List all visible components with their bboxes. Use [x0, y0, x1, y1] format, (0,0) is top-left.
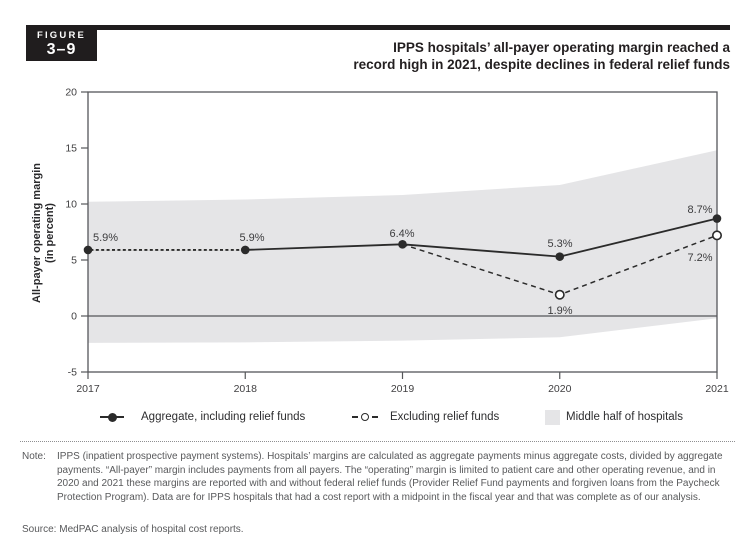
point-label: 5.9% — [239, 232, 264, 244]
x-tick-label: 2019 — [391, 383, 415, 395]
legend-label-excluding: Excluding relief funds — [390, 411, 500, 423]
note-label: Note: — [22, 451, 46, 462]
y-tick-label: 10 — [65, 199, 77, 211]
dash-icon — [352, 416, 358, 418]
x-tick-label: 2017 — [76, 383, 100, 395]
dash-icon — [372, 416, 378, 418]
figure-note: Note: IPPS (inpatient prospective paymen… — [22, 450, 734, 504]
header-rule — [97, 25, 730, 30]
point-label: 7.2% — [687, 252, 712, 264]
chart-legend: Aggregate, including relief funds Exclud… — [0, 408, 754, 426]
figure-source: Source: MedPAC analysis of hospital cost… — [22, 524, 244, 535]
solid-line-filled-circle-marker — [100, 412, 124, 422]
point-label: 1.9% — [547, 305, 572, 317]
legend-item-middle-half: Middle half of hospitals — [545, 408, 683, 426]
point-label: 8.7% — [687, 204, 712, 216]
y-axis-label-line2: (in percent) — [44, 203, 56, 263]
legend-item-aggregate: Aggregate, including relief funds — [100, 408, 305, 426]
aggregate-point — [83, 245, 93, 255]
figure-badge-label: FIGURE — [36, 30, 87, 41]
dashed-line-open-circle-marker — [352, 413, 378, 421]
point-label: 5.9% — [93, 232, 118, 244]
dotted-divider — [20, 441, 735, 442]
figure-badge: FIGURE 3–9 — [26, 25, 97, 61]
band-swatch-icon — [545, 409, 560, 425]
y-tick-label: 20 — [65, 87, 77, 99]
y-axis-label-line1: All-payer operating margin — [31, 163, 43, 303]
aggregate-point — [712, 214, 722, 223]
legend-label-middle-half: Middle half of hospitals — [566, 411, 683, 423]
aggregate-point — [240, 245, 250, 255]
y-axis-label: All-payer operating margin (in percent) — [31, 148, 59, 318]
excluding-point — [711, 230, 722, 241]
excluding-point — [554, 289, 565, 300]
x-tick-label: 2018 — [234, 383, 258, 395]
figure-title: IPPS hospitals’ all-payer operating marg… — [280, 39, 730, 73]
open-circle-icon — [361, 413, 369, 421]
legend-item-excluding: Excluding relief funds — [352, 408, 499, 426]
line-chart: 20 15 10 5 0 -5 2017 2018 2019 2020 2021 5.9% 5.9% 6.… — [65, 87, 729, 396]
y-tick-label: 15 — [65, 143, 77, 155]
x-tick-label: 2021 — [705, 383, 729, 395]
figure-title-line1: IPPS hospitals’ all-payer operating marg… — [393, 40, 730, 55]
point-label: 5.3% — [547, 238, 572, 250]
x-tick-label: 2020 — [548, 383, 572, 395]
y-tick-label: -5 — [68, 367, 77, 379]
legend-label-aggregate: Aggregate, including relief funds — [141, 411, 306, 423]
aggregate-point — [555, 252, 565, 261]
y-tick-label: 0 — [71, 311, 77, 323]
y-tick-label: 5 — [71, 255, 77, 267]
figure-title-line2: record high in 2021, despite declines in… — [353, 57, 730, 72]
point-label: 6.4% — [389, 228, 414, 240]
filled-circle-icon — [107, 412, 117, 422]
aggregate-point — [398, 240, 407, 249]
note-text: IPPS (inpatient prospective payment syst… — [57, 451, 723, 503]
figure-number: 3–9 — [46, 41, 77, 58]
